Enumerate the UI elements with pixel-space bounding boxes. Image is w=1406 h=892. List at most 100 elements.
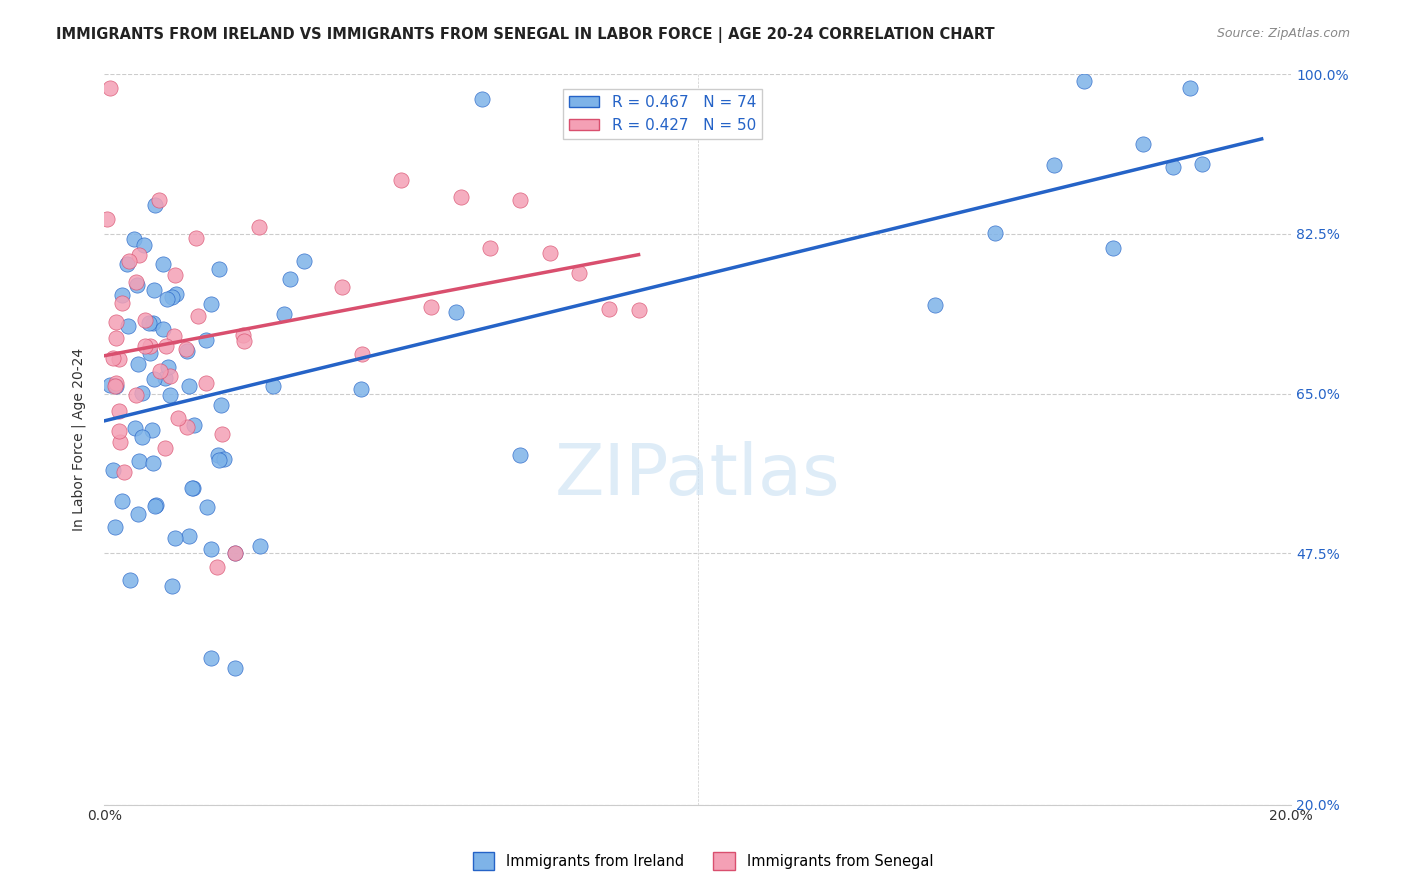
Ireland [145,498,167,512]
Ireland [1102,241,1125,255]
Senegal [352,347,374,361]
Ireland [152,257,174,271]
Senegal [107,352,129,367]
Senegal [148,193,170,207]
Ireland [195,333,218,347]
Y-axis label: In Labor Force | Age 20-24: In Labor Force | Age 20-24 [72,348,86,531]
Ireland [143,197,166,211]
Senegal [224,546,246,560]
Ireland [98,378,121,392]
Senegal [389,172,412,186]
Senegal [207,560,229,574]
Senegal [104,331,127,345]
Ireland [143,499,166,513]
Ireland [292,254,315,268]
Ireland [143,372,166,386]
Ireland [117,319,139,334]
Ireland [104,520,127,534]
Senegal [128,248,150,262]
Senegal [125,388,148,402]
Ireland [159,388,181,402]
Ireland [200,651,222,665]
Senegal [104,379,127,393]
Senegal [167,411,190,425]
Ireland [983,227,1005,241]
Senegal [134,339,156,353]
Senegal [107,403,129,417]
Ireland [1161,160,1184,174]
Senegal [194,376,217,390]
Ireland [120,574,142,588]
Senegal [538,246,561,260]
Ireland [124,420,146,434]
Ireland [180,481,202,495]
Ireland [142,284,165,298]
Senegal [174,343,197,357]
Ireland [278,271,301,285]
Ireland [127,357,149,371]
Senegal [96,212,118,227]
Ireland [224,546,246,560]
Ireland [165,286,187,301]
Ireland [160,290,183,304]
Ireland [273,306,295,320]
Ireland [177,529,200,543]
Ireland [125,278,148,293]
Senegal [509,193,531,207]
Ireland [195,500,218,514]
Ireland [1132,136,1154,151]
Ireland [163,532,186,546]
Ireland [124,232,146,246]
Legend: Immigrants from Ireland, Immigrants from Senegal: Immigrants from Ireland, Immigrants from… [467,847,939,876]
Ireland [262,378,284,392]
Ireland [183,418,205,433]
Ireland [924,298,946,312]
Senegal [163,328,186,343]
Senegal [112,465,135,479]
Text: IMMIGRANTS FROM IRELAND VS IMMIGRANTS FROM SENEGAL IN LABOR FORCE | AGE 20-24 CO: IMMIGRANTS FROM IRELAND VS IMMIGRANTS FR… [56,27,995,43]
Senegal [163,268,186,283]
Senegal [450,190,472,204]
Senegal [103,351,125,366]
Ireland [138,346,160,360]
Ireland [207,262,229,277]
Ireland [157,360,180,375]
Ireland [111,288,134,302]
Ireland [155,292,177,306]
Senegal [598,302,620,317]
Ireland [209,398,232,412]
Senegal [419,300,441,314]
Ireland [249,540,271,554]
Ireland [128,454,150,468]
Ireland [177,379,200,393]
Senegal [330,279,353,293]
Senegal [105,376,128,390]
Senegal [232,328,254,343]
Senegal [568,266,591,280]
Ireland [200,541,222,556]
Senegal [149,364,172,378]
Senegal [125,276,148,290]
Senegal [155,339,177,353]
Senegal [247,220,270,235]
Ireland [444,305,467,319]
Ireland [142,316,165,330]
Ireland [224,660,246,674]
Ireland [207,448,229,462]
Ireland [134,238,156,252]
Ireland [160,579,183,593]
Senegal [187,310,209,324]
Ireland [152,322,174,336]
Ireland [141,456,163,470]
Senegal [159,368,181,383]
Ireland [471,92,494,106]
Ireland [1191,157,1213,171]
Ireland [131,386,153,401]
Senegal [153,441,176,455]
Senegal [176,420,198,434]
Senegal [479,241,502,255]
Ireland [153,371,176,385]
Senegal [118,254,141,268]
Ireland [1043,158,1066,172]
Ireland [200,297,222,311]
